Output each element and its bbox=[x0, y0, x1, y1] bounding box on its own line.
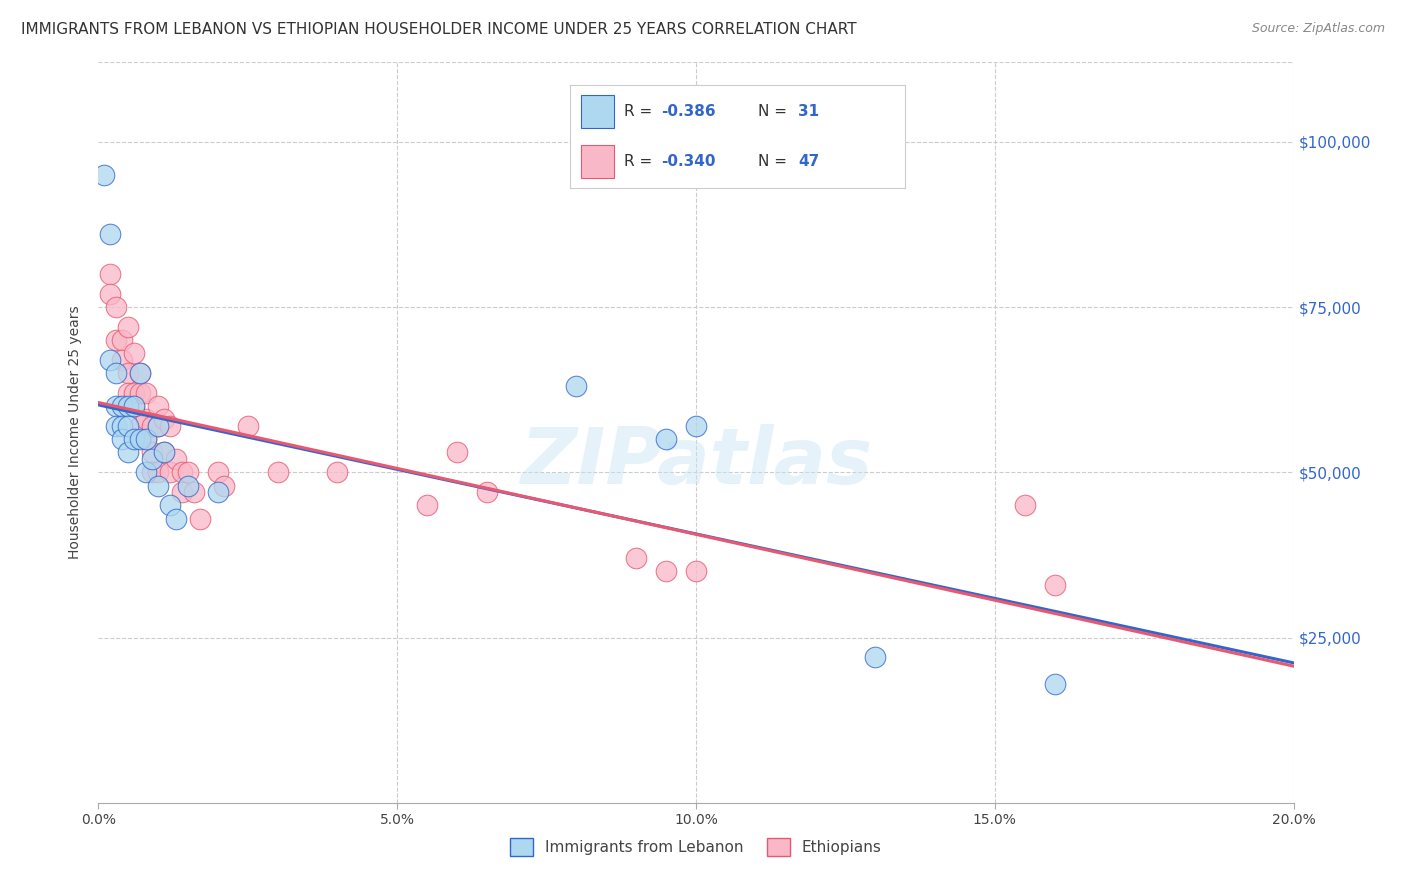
Point bbox=[236, 419, 259, 434]
Point bbox=[111, 432, 134, 446]
Point bbox=[267, 465, 290, 479]
Point bbox=[153, 412, 176, 426]
Point bbox=[135, 432, 157, 446]
Point bbox=[153, 445, 176, 459]
Point bbox=[129, 386, 152, 401]
Point bbox=[129, 432, 152, 446]
Point bbox=[1043, 577, 1066, 591]
Point bbox=[111, 333, 134, 347]
Point bbox=[135, 412, 157, 426]
Point bbox=[655, 565, 678, 579]
Point bbox=[105, 300, 128, 314]
Point bbox=[98, 267, 122, 281]
Point bbox=[141, 452, 163, 467]
Point bbox=[685, 565, 707, 579]
Point bbox=[124, 399, 146, 413]
Text: IMMIGRANTS FROM LEBANON VS ETHIOPIAN HOUSEHOLDER INCOME UNDER 25 YEARS CORRELATI: IMMIGRANTS FROM LEBANON VS ETHIOPIAN HOU… bbox=[21, 22, 856, 37]
Point bbox=[148, 478, 170, 492]
Point bbox=[865, 650, 887, 665]
Point bbox=[105, 419, 128, 434]
Point bbox=[141, 465, 163, 479]
Point bbox=[183, 485, 205, 500]
Point bbox=[177, 478, 200, 492]
Point bbox=[117, 445, 139, 459]
Point bbox=[98, 227, 122, 242]
Point bbox=[129, 419, 152, 434]
Point bbox=[626, 551, 648, 566]
Point bbox=[117, 386, 139, 401]
Point bbox=[124, 399, 146, 413]
Point bbox=[416, 499, 439, 513]
Point bbox=[111, 419, 134, 434]
Point bbox=[93, 168, 115, 182]
Point bbox=[98, 286, 122, 301]
Point bbox=[117, 366, 139, 380]
Point bbox=[117, 319, 139, 334]
Point bbox=[159, 419, 181, 434]
Point bbox=[148, 419, 170, 434]
Point bbox=[129, 366, 152, 380]
Point bbox=[172, 465, 194, 479]
Point bbox=[141, 445, 163, 459]
Point bbox=[565, 379, 588, 393]
Point bbox=[105, 399, 128, 413]
Point bbox=[148, 419, 170, 434]
Point bbox=[148, 399, 170, 413]
Text: ZIPatlas: ZIPatlas bbox=[520, 425, 872, 500]
Point bbox=[135, 386, 157, 401]
Point bbox=[446, 445, 468, 459]
Point bbox=[117, 419, 139, 434]
Point bbox=[159, 465, 181, 479]
Point bbox=[124, 346, 146, 360]
Point bbox=[111, 352, 134, 367]
Point bbox=[135, 465, 157, 479]
Point bbox=[98, 352, 122, 367]
Point bbox=[111, 399, 134, 413]
Point bbox=[207, 465, 229, 479]
Point bbox=[105, 333, 128, 347]
Point bbox=[172, 485, 194, 500]
Point bbox=[475, 485, 498, 500]
Point bbox=[117, 399, 139, 413]
Text: Source: ZipAtlas.com: Source: ZipAtlas.com bbox=[1251, 22, 1385, 36]
Point bbox=[655, 432, 678, 446]
Point bbox=[207, 485, 229, 500]
Point bbox=[124, 386, 146, 401]
Legend: Immigrants from Lebanon, Ethiopians: Immigrants from Lebanon, Ethiopians bbox=[505, 832, 887, 862]
Point bbox=[141, 419, 163, 434]
Point bbox=[685, 419, 707, 434]
Point bbox=[326, 465, 349, 479]
Point bbox=[153, 445, 176, 459]
Point bbox=[165, 452, 187, 467]
Point bbox=[1043, 677, 1066, 691]
Point bbox=[129, 366, 152, 380]
Point bbox=[124, 432, 146, 446]
Point bbox=[159, 499, 181, 513]
Point bbox=[212, 478, 235, 492]
Point bbox=[105, 366, 128, 380]
Point bbox=[165, 511, 187, 525]
Point bbox=[1014, 499, 1036, 513]
Point bbox=[148, 465, 170, 479]
Point bbox=[135, 432, 157, 446]
Y-axis label: Householder Income Under 25 years: Householder Income Under 25 years bbox=[69, 306, 83, 559]
Point bbox=[188, 511, 211, 525]
Point bbox=[177, 465, 200, 479]
